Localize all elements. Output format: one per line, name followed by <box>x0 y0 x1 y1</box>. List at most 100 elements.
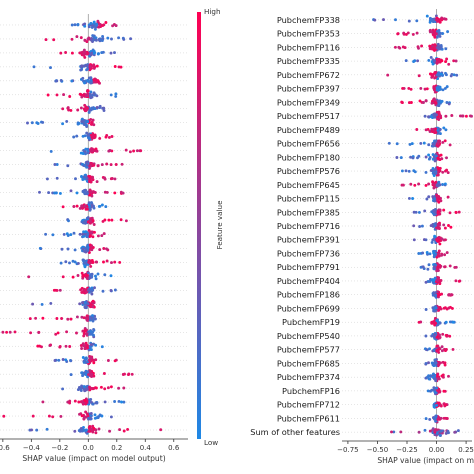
shap-point <box>428 252 432 256</box>
shap-point <box>75 134 79 138</box>
shap-point <box>61 358 65 361</box>
shap-point <box>110 261 113 265</box>
shap-point <box>75 191 79 195</box>
feature-row <box>390 427 460 437</box>
shap-point <box>82 385 86 389</box>
shap-point <box>109 289 113 292</box>
x-tick-label: −0.2 <box>51 444 68 452</box>
feature-row <box>26 117 96 128</box>
shap-point <box>438 212 442 216</box>
shap-point <box>435 276 439 279</box>
shap-point <box>65 232 69 236</box>
shap-point <box>66 317 70 321</box>
shap-point <box>432 278 436 282</box>
shap-point <box>415 19 419 23</box>
shap-point <box>92 20 96 24</box>
shap-point <box>440 59 444 63</box>
shap-point <box>433 332 437 336</box>
shap-point <box>442 126 446 130</box>
shap-point <box>447 224 450 227</box>
shap-point <box>444 403 448 407</box>
shap-point <box>59 261 63 265</box>
shap-point <box>83 50 87 54</box>
feature-label: PubchemFP338 <box>277 15 340 25</box>
shap-point <box>95 180 99 184</box>
shap-point <box>68 261 71 265</box>
colorbar-high-label: High <box>204 7 221 16</box>
shap-point <box>453 430 457 434</box>
shap-point <box>117 36 121 40</box>
shap-point <box>433 71 437 75</box>
shap-point <box>417 430 421 434</box>
feature-row <box>1 327 96 339</box>
shap-point <box>86 375 90 379</box>
shap-point <box>66 106 70 110</box>
shap-point <box>434 361 438 365</box>
shap-point <box>102 372 106 375</box>
shap-point <box>126 427 130 431</box>
shap-point <box>404 169 408 173</box>
shap-point <box>107 135 111 139</box>
shap-point <box>428 155 432 159</box>
shap-point <box>98 204 102 208</box>
shap-point <box>81 76 85 80</box>
shap-point <box>28 317 32 321</box>
shap-point <box>76 388 80 392</box>
shap-point <box>83 191 87 195</box>
shap-point <box>446 171 450 175</box>
shap-point <box>87 288 90 292</box>
feature-label: PubchemFP116 <box>277 42 340 52</box>
shap-point <box>431 182 435 186</box>
shap-point <box>94 147 98 151</box>
shap-point <box>44 38 48 42</box>
shap-point <box>80 347 84 350</box>
shap-point <box>103 400 107 404</box>
shap-point <box>73 23 77 27</box>
shap-point <box>92 51 96 55</box>
shap-point <box>100 203 104 207</box>
shap-point <box>454 59 458 63</box>
shap-point <box>89 287 93 291</box>
shap-point <box>412 224 416 228</box>
shap-point <box>40 302 44 306</box>
shap-point <box>91 260 95 264</box>
shap-point <box>407 86 411 90</box>
shap-point <box>84 120 88 124</box>
shap-point <box>423 428 427 432</box>
feature-row <box>412 221 453 231</box>
shap-point <box>88 188 92 192</box>
shap-point <box>430 60 434 64</box>
shap-point <box>91 118 95 122</box>
shap-point <box>72 135 76 139</box>
shap-point <box>395 142 399 146</box>
colorbar-low-label: Low <box>204 438 218 447</box>
shap-point <box>421 265 425 269</box>
shap-point <box>87 25 91 29</box>
shap-point <box>439 416 443 420</box>
feature-label: PubchemFP517 <box>277 111 340 121</box>
shap-point <box>109 177 113 181</box>
feature-row <box>431 290 454 299</box>
shap-point <box>431 195 435 199</box>
shap-point <box>445 156 448 160</box>
shap-point <box>457 279 461 283</box>
shap-point <box>97 25 101 29</box>
shap-point <box>440 17 444 21</box>
shap-point <box>85 131 89 135</box>
shap-point <box>451 320 455 324</box>
shap-point <box>430 334 434 338</box>
shap-point <box>96 19 100 23</box>
shap-point <box>73 399 77 403</box>
feature-row <box>419 262 458 273</box>
shap-point <box>396 32 400 36</box>
feature-row <box>401 84 449 94</box>
shap-point <box>446 195 450 199</box>
shap-point <box>5 330 9 334</box>
shap-point <box>100 163 104 167</box>
shap-point <box>449 293 453 297</box>
shap-point <box>83 329 87 332</box>
shap-point <box>412 238 416 242</box>
shap-point <box>64 260 68 264</box>
feature-row <box>387 139 452 148</box>
